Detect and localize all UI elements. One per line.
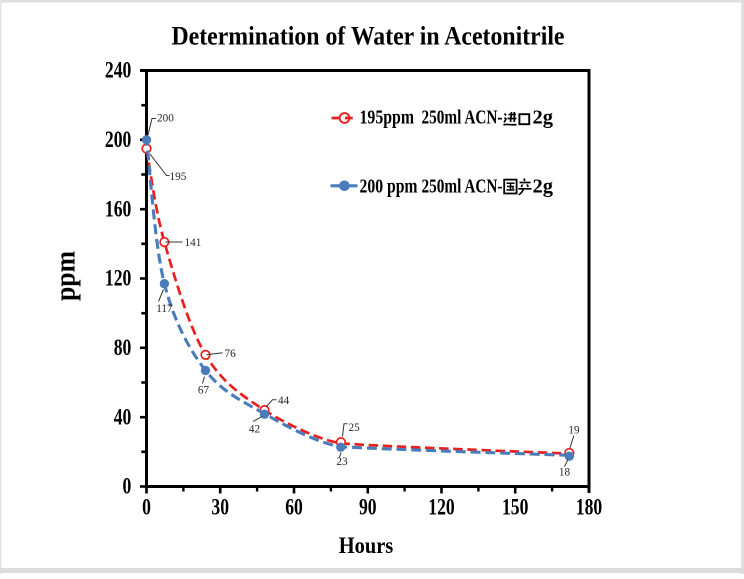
svg-text:120: 120 bbox=[428, 495, 454, 520]
svg-text:120: 120 bbox=[105, 266, 131, 291]
svg-text:90: 90 bbox=[359, 495, 377, 520]
svg-text:23: 23 bbox=[336, 456, 348, 468]
svg-text:ppm: ppm bbox=[50, 251, 82, 301]
svg-text:Determination of Water in Acet: Determination of Water in Acetonitrile bbox=[172, 21, 565, 51]
svg-text:2g: 2g bbox=[533, 176, 554, 198]
svg-text:141: 141 bbox=[185, 237, 202, 249]
svg-text:117: 117 bbox=[156, 303, 173, 315]
svg-text:42: 42 bbox=[249, 424, 260, 436]
svg-text:200 ppm: 200 ppm bbox=[360, 176, 418, 198]
svg-text:0: 0 bbox=[142, 495, 151, 520]
svg-text:2g: 2g bbox=[533, 107, 554, 129]
svg-text:250ml ACN-: 250ml ACN- bbox=[422, 107, 503, 129]
svg-text:0: 0 bbox=[123, 474, 132, 499]
svg-text:76: 76 bbox=[225, 348, 237, 360]
svg-text:240: 240 bbox=[105, 58, 131, 83]
svg-text:195: 195 bbox=[170, 171, 187, 183]
svg-text:30: 30 bbox=[211, 495, 229, 520]
svg-text:25: 25 bbox=[349, 422, 361, 434]
svg-text:80: 80 bbox=[114, 335, 132, 360]
svg-text:195ppm: 195ppm bbox=[360, 107, 415, 129]
svg-text:44: 44 bbox=[278, 395, 290, 407]
svg-text:19: 19 bbox=[568, 425, 580, 437]
svg-text:250ml ACN-: 250ml ACN- bbox=[422, 176, 503, 198]
svg-text:Hours: Hours bbox=[339, 533, 394, 558]
svg-text:18: 18 bbox=[559, 467, 571, 479]
svg-text:200: 200 bbox=[157, 113, 174, 125]
svg-text:67: 67 bbox=[198, 385, 210, 397]
svg-text:160: 160 bbox=[105, 196, 131, 221]
svg-text:180: 180 bbox=[576, 495, 602, 520]
svg-text:40: 40 bbox=[114, 404, 132, 429]
svg-text:200: 200 bbox=[105, 127, 131, 152]
svg-text:150: 150 bbox=[502, 495, 528, 520]
svg-text:60: 60 bbox=[285, 495, 303, 520]
